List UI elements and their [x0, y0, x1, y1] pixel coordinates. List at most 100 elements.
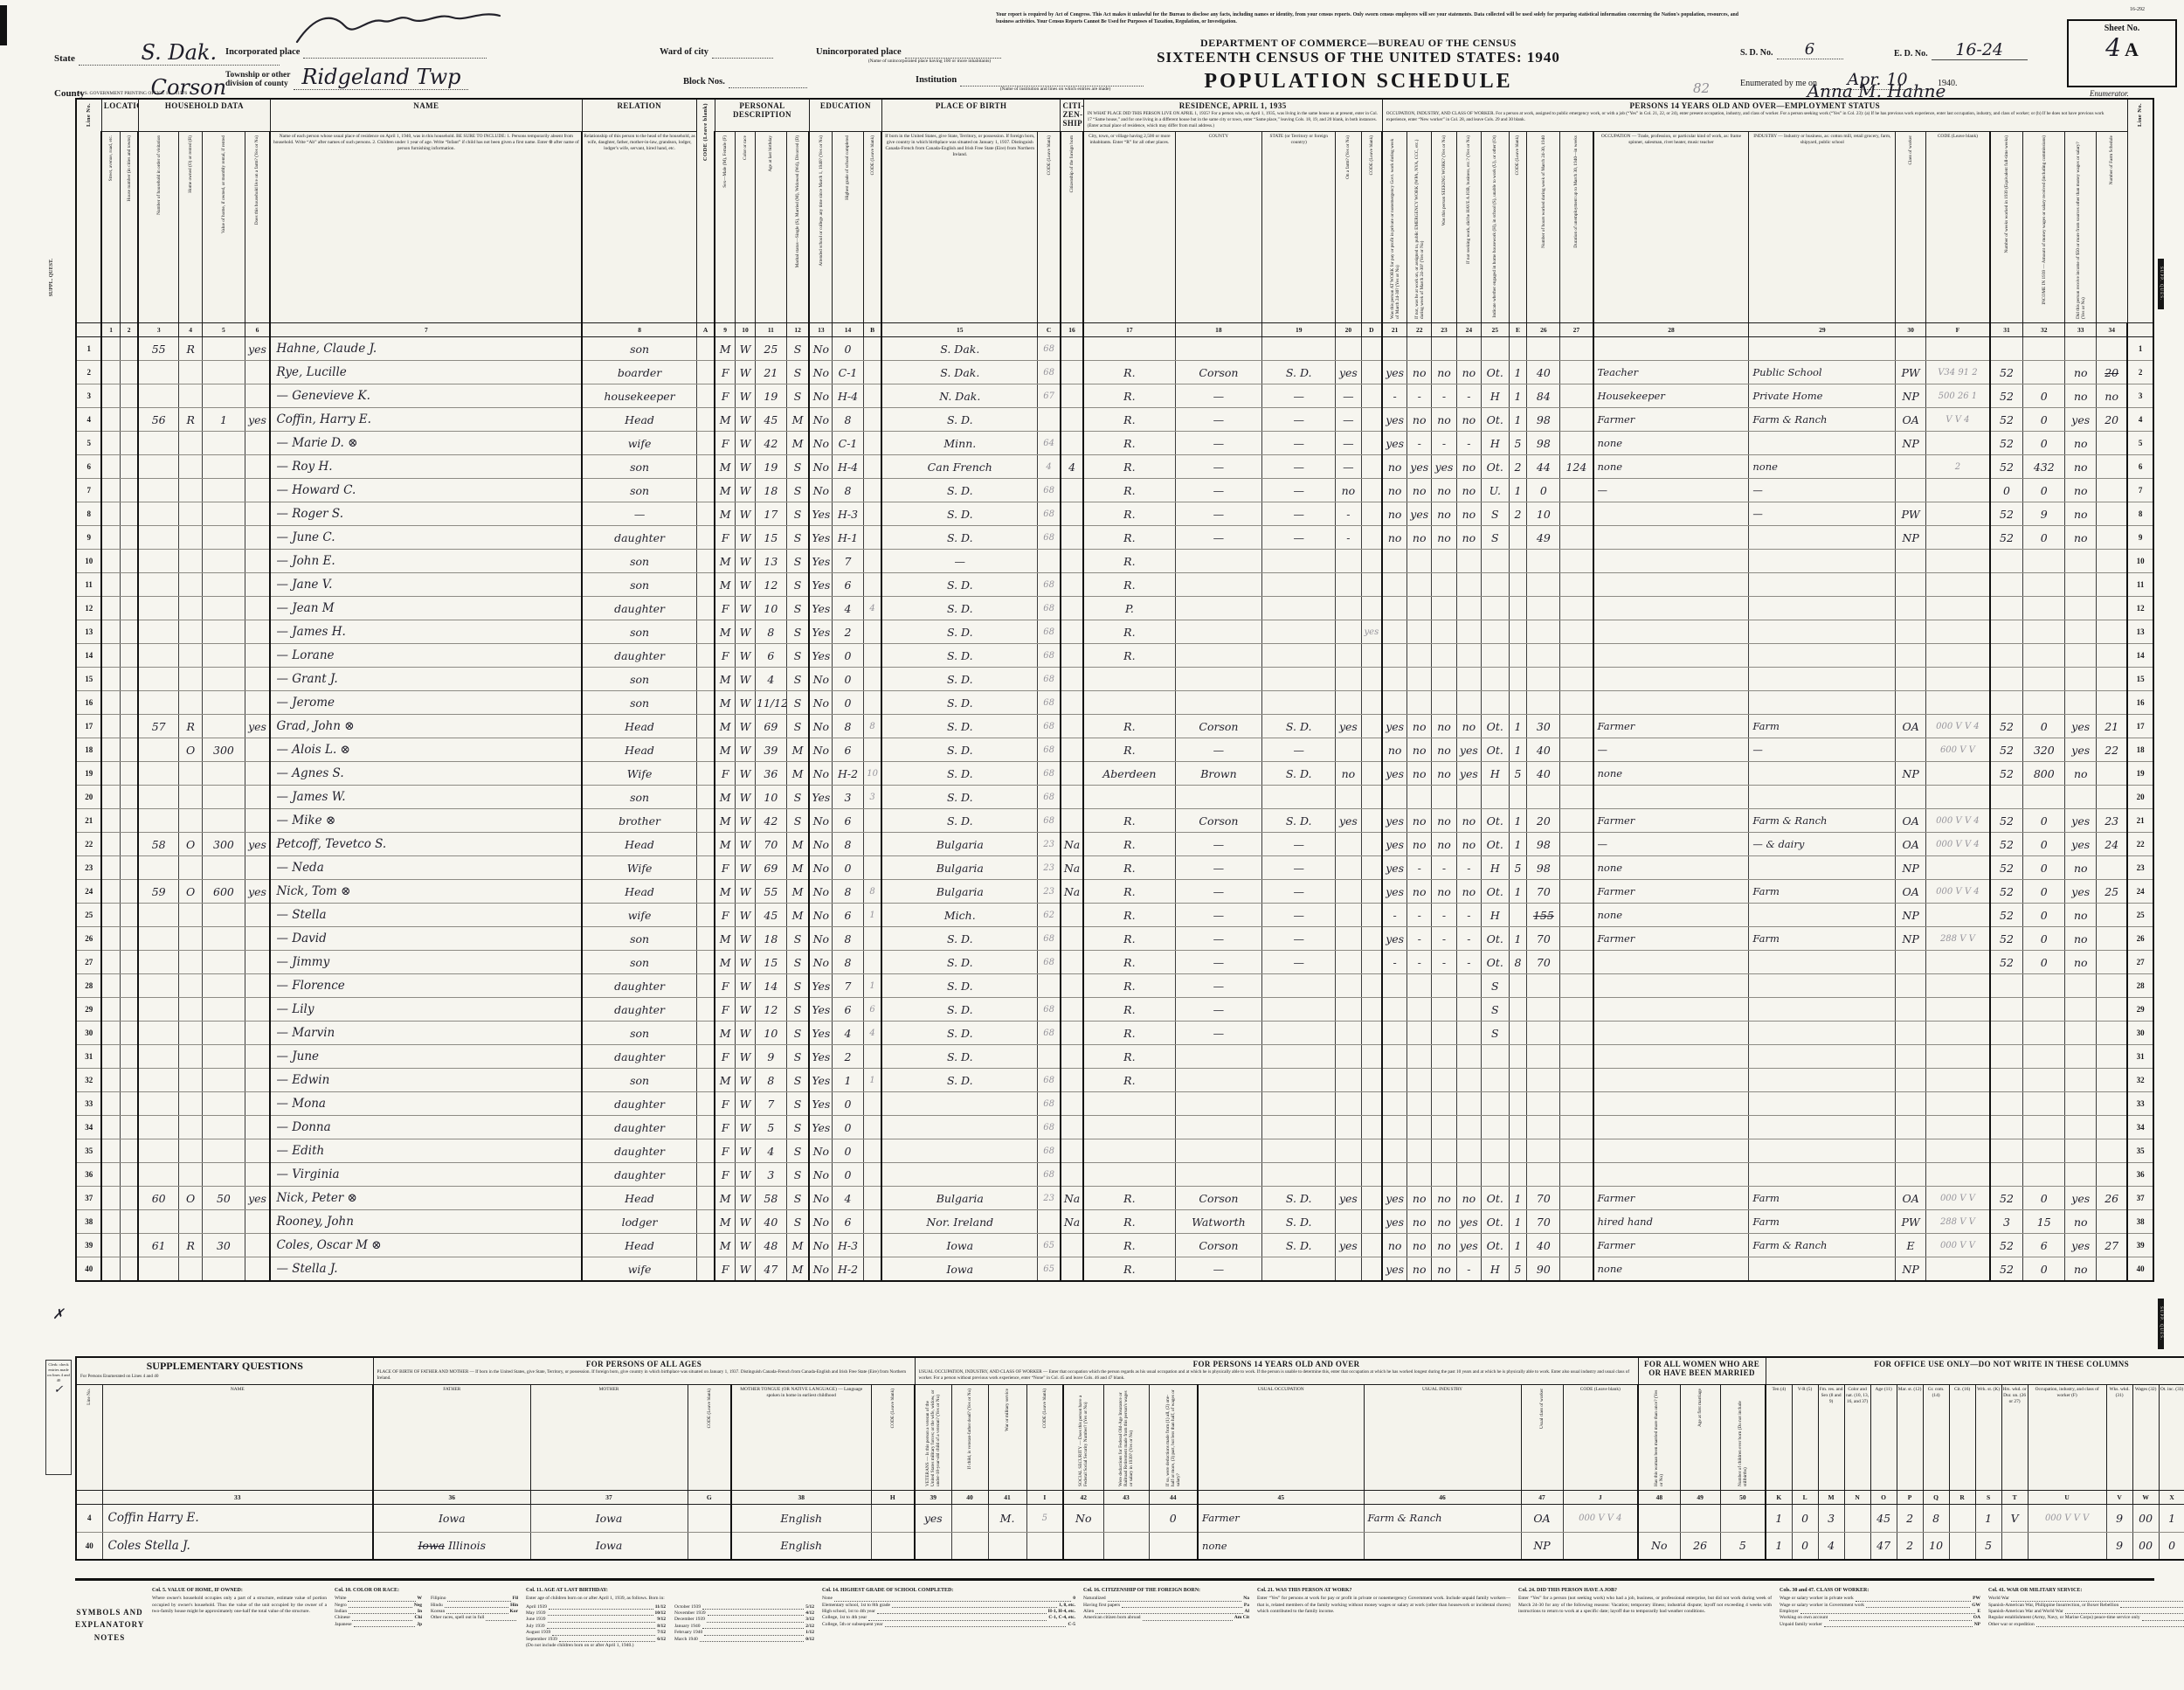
cell-at-work: - [1381, 950, 1408, 975]
cell-on-farm [244, 1068, 271, 1093]
cell-marital-status: S [785, 1091, 810, 1117]
cell-relation: brother [581, 808, 697, 834]
township-field: Township or other division of county Ridg… [225, 65, 469, 90]
cell-emergency-work: - [1406, 903, 1433, 928]
cell-weeks-worked [1988, 620, 2024, 645]
cell-citizenship [1059, 1139, 1084, 1164]
cell-marital-status: S [785, 502, 810, 527]
column-number-marital-status: 12 [785, 322, 810, 338]
cell-color-race: W [734, 855, 757, 881]
cell-relation: wife [581, 1257, 697, 1282]
cell-birthplace: S. D. [881, 1044, 1039, 1070]
cell-father-birthplace: Iowa Illinois [372, 1531, 531, 1561]
cell-code-a [695, 926, 715, 952]
cell-farm-schedule [2096, 1139, 2128, 1164]
column-group-name: NAME [269, 98, 583, 133]
cell-age: 15 [755, 950, 787, 975]
cell-on-farm: yes [244, 407, 271, 433]
cell-wages [2022, 973, 2066, 999]
cell-relation: — [581, 502, 697, 527]
cell-attended-school: No [808, 1162, 833, 1188]
cell-code-e: 1 [1508, 832, 1528, 857]
cell-owned-rented [178, 478, 204, 503]
cell-code-f [1925, 903, 1991, 928]
cell-birthplace: S. D. [881, 502, 1039, 527]
enumerator-label: Enumerator. [2090, 89, 2129, 98]
cell-other-income [2064, 690, 2098, 716]
cell-code-a [695, 1162, 715, 1188]
cell-unemployment-duration [1559, 1209, 1594, 1235]
cell-highest-grade: H-4 [832, 384, 864, 409]
column-number-color-race: 10 [734, 322, 757, 338]
cell-class-of-worker [1895, 785, 1926, 810]
cell-emergency-work: yes [1406, 502, 1433, 527]
cell-res-farm [1335, 855, 1362, 881]
cell-emergency-work: no [1406, 879, 1433, 904]
cell-street [100, 596, 121, 621]
cell-engaged-status: U. [1481, 478, 1510, 503]
cell-res-farm [1335, 572, 1362, 598]
cell-code-b: 8 [862, 879, 882, 904]
cell-marital-status: M [785, 903, 810, 928]
cell-code-d [1360, 360, 1383, 385]
legend-entry: Chinese Chi [335, 1615, 423, 1621]
cell-code-d [1360, 903, 1383, 928]
cell-house-number [119, 431, 139, 456]
cell-home-value [202, 502, 245, 527]
cell-line-left: 2 [75, 360, 102, 385]
cell-line-right: 33 [2126, 1091, 2154, 1117]
cell-code-a [695, 973, 715, 999]
cell-occupation: Farmer [1592, 926, 1750, 952]
cell-seeking-work: no [1431, 714, 1457, 739]
cell-house-number [119, 926, 139, 952]
cell-sex: M [714, 407, 736, 433]
cell-line-left: 13 [75, 620, 102, 645]
cell-home-value [202, 1257, 245, 1282]
table-row: 19— Agnes S. Wife F W 36 M No H-2 10 S. D. 68 Aberd… [75, 761, 2154, 786]
cell-birthplace: S. D. [881, 1068, 1039, 1093]
cell-office-w: 00 [2132, 1531, 2160, 1561]
cell-class-of-worker [1895, 478, 1926, 503]
cell-at-work: - [1381, 903, 1408, 928]
cell-farm-schedule [2096, 690, 2128, 716]
cell-code-c: 68 [1037, 502, 1061, 527]
cell-engaged-status: Ot. [1481, 1233, 1510, 1258]
cell-attended-school: No [808, 1209, 833, 1235]
cell-attended-school: Yes [808, 572, 833, 598]
cell-emergency-work [1406, 643, 1433, 668]
cell-industry: Farm [1748, 1186, 1897, 1211]
cell-age: 19 [755, 454, 787, 480]
footer-note: Col. 11. AGE AT LAST BIRTHDAY: Enter age … [526, 1587, 814, 1651]
cell-wages [2022, 1162, 2066, 1188]
cell-birthplace: S. D. [881, 738, 1039, 763]
cell-color-race: W [734, 1209, 757, 1235]
cell-unemployment-duration [1559, 738, 1594, 763]
cell-citizenship [1059, 572, 1084, 598]
cell-at-work: yes [1381, 407, 1408, 433]
cell-had-job [1455, 643, 1482, 668]
cell-line-right: 35 [2126, 1139, 2154, 1164]
cell-code-b [862, 950, 882, 975]
cell-other-income: yes [2064, 1186, 2098, 1211]
ed-number-value: 16-24 [1955, 40, 2004, 59]
cell-sex: M [714, 714, 736, 739]
column-header-office-l: V-R (5) [1791, 1383, 1819, 1491]
column-group-married-women: FOR ALL WOMEN WHO ARE OR HAVE BEEN MARRI… [1637, 1356, 1766, 1385]
cell-res-city: R. [1082, 926, 1176, 952]
cell-marital-status: S [785, 1115, 810, 1140]
cell-code-d [1360, 384, 1383, 409]
cell-code-f [1925, 549, 1991, 574]
footer-note-title: Cols. 30 and 47. CLASS OF WORKER: [1780, 1588, 1870, 1593]
cell-highest-grade: 4 [832, 1021, 864, 1046]
cell-birthplace: — [881, 549, 1039, 574]
cell-age: 70 [755, 832, 787, 857]
cell-age: 19 [755, 384, 787, 409]
table-row: 40— Stella J. wife F W 47 M No H-2 Iowa 65 R. — yes n… [75, 1257, 2154, 1282]
cell-wages: 0 [2022, 808, 2066, 834]
cell-marital-status: M [785, 855, 810, 881]
cell-line-right: 30 [2126, 1021, 2154, 1046]
cell-relation: daughter [581, 1044, 697, 1070]
cell-code-c [1037, 973, 1061, 999]
column-header-veteran-child: If child, is veteran-father dead? (Yes o… [950, 1383, 989, 1491]
cell-engaged-status [1481, 1091, 1510, 1117]
